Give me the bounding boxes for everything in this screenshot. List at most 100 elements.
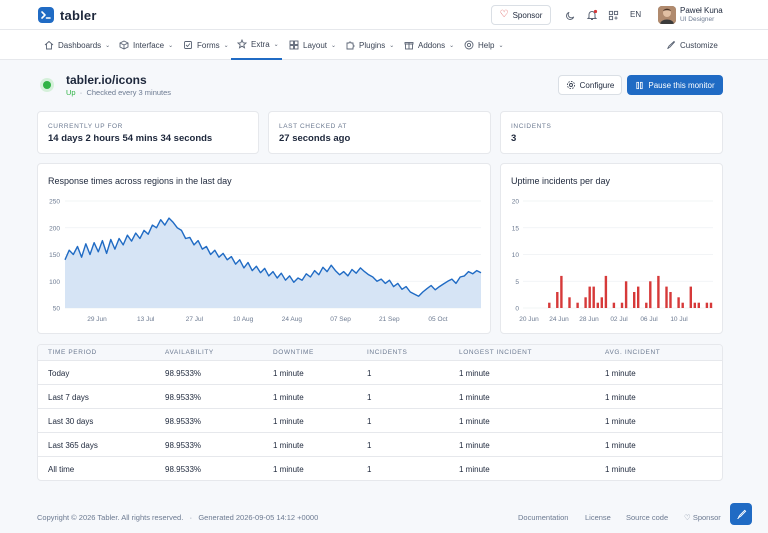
table-cell: Today [48, 369, 70, 378]
table-cell: 1 minute [605, 393, 636, 402]
brush-icon [666, 40, 676, 50]
status-indicator [43, 81, 51, 89]
avatar[interactable] [658, 6, 676, 24]
bar [560, 275, 563, 308]
x-tick-label: 07 Sep [330, 316, 351, 323]
checkbox-icon [184, 41, 192, 49]
x-tick-label: 24 Aug [282, 316, 303, 323]
column-header: Availability [165, 349, 214, 356]
bar [705, 302, 709, 308]
user-role: UI Designer [680, 16, 715, 23]
table-cell: Last 7 days [48, 393, 89, 402]
stat-value: 3 [511, 133, 517, 144]
lifebuoy-icon [464, 40, 474, 50]
customize-label: Customize [680, 40, 718, 50]
sponsor-button[interactable]: ♡ Sponsor [491, 5, 551, 25]
chevron-down-icon: ⌄ [223, 42, 229, 49]
stat-value: 27 seconds ago [279, 133, 351, 144]
table-cell: 98.9533% [165, 393, 202, 402]
sponsor-link-label: Sponsor [692, 513, 721, 522]
stat-card-last-checked: Last checked at 27 seconds ago [268, 111, 491, 154]
bar [596, 302, 599, 308]
nav-item-layout[interactable]: Layout ⌄ [289, 30, 336, 60]
status-text: Up [66, 88, 76, 97]
y-tick-label: 100 [49, 279, 60, 286]
gear-icon [566, 80, 575, 90]
table-cell: 98.9533% [165, 441, 202, 450]
bar [600, 297, 603, 308]
check-interval: Checked every 3 minutes [86, 88, 172, 97]
moon-icon[interactable] [564, 9, 576, 21]
chart-title: Uptime incidents per day [511, 176, 611, 186]
nav-item-addons[interactable]: Addons ⌄ [404, 30, 454, 60]
footer-link-license[interactable]: License [585, 513, 611, 522]
table-cell: 1 [367, 369, 372, 378]
chart-title: Response times across regions in the las… [48, 176, 232, 186]
user-name[interactable]: Paweł Kuna [680, 6, 723, 15]
page-title: tabler.io/icons [66, 73, 147, 87]
area-fill [65, 218, 481, 308]
column-header: Incidents [367, 349, 408, 356]
nav-item-label: Dashboards [58, 40, 102, 50]
bar [604, 275, 608, 308]
brand-logo[interactable]: tabler [38, 7, 97, 23]
response-time-chart: 250 200 150 100 50 29 Jun 13 Jul 27 Jul 10 Aug 24… [49, 199, 482, 323]
table-cell: Last 365 days [48, 441, 98, 450]
bar [592, 286, 595, 308]
table-cell: 1 minute [605, 465, 636, 474]
uptime-table: Time period Availability Downtime Incide… [37, 344, 723, 481]
bar [548, 302, 551, 308]
bar [637, 286, 640, 308]
table-cell: 1 minute [273, 393, 304, 402]
nav-item-extra[interactable]: Extra ⌄ [231, 30, 282, 60]
nav-item-help[interactable]: Help ⌄ [464, 30, 503, 60]
star-icon [237, 39, 247, 49]
generated-text: Generated 2026-09-05 14:12 +0000 [198, 513, 319, 522]
bar [681, 302, 684, 308]
x-tick-label: 28 Jun [579, 316, 599, 323]
nav-item-label: Forms [197, 40, 220, 50]
bar [649, 281, 652, 309]
puzzle-icon [346, 41, 355, 50]
bar [612, 302, 616, 308]
settings-fab-button[interactable] [730, 503, 752, 525]
language-selector[interactable]: EN [630, 10, 642, 19]
y-tick-label: 250 [49, 199, 60, 206]
x-tick-label: 02 Jul [610, 316, 628, 323]
chevron-down-icon: ⌄ [498, 42, 504, 49]
table-cell: 1 minute [605, 369, 636, 378]
footer-link-documentation[interactable]: Documentation [518, 513, 569, 522]
nav-item-plugins[interactable]: Plugins ⌄ [345, 30, 394, 60]
nav-item-interface[interactable]: Interface ⌄ [119, 30, 173, 60]
nav-item-label: Extra [251, 39, 270, 49]
layout-icon [289, 40, 299, 50]
table-cell: 1 [367, 417, 372, 426]
table-row: Last 365 days 98.9533% 1 minute 1 1 minu… [38, 433, 722, 457]
table-cell: 1 minute [459, 465, 490, 474]
incidents-chart-card: Uptime incidents per day 20 15 10 5 0 20 Jun 2… [500, 163, 723, 334]
sponsor-label: Sponsor [512, 10, 543, 20]
bar [556, 292, 559, 308]
table-cell: 1 [367, 441, 372, 450]
pause-monitor-button[interactable]: Pause this monitor [627, 75, 723, 95]
x-tick-label: 20 Jun [519, 316, 539, 323]
configure-button[interactable]: Configure [558, 75, 622, 95]
bar [568, 297, 571, 308]
copyright-text: Copyright © 2026 Tabler. All rights rese… [37, 513, 184, 522]
series-line [64, 217, 482, 297]
pause-icon [636, 81, 643, 89]
nav-item-dashboards[interactable]: Dashboards ⌄ [44, 30, 110, 60]
footer-link-sponsor[interactable]: ♡ Sponsor [684, 513, 721, 522]
chevron-down-icon: ⌄ [273, 41, 279, 48]
apps-icon[interactable] [607, 9, 619, 21]
table-cell: All time [48, 465, 75, 474]
column-header: Longest incident [459, 349, 533, 356]
bell-icon[interactable] [586, 9, 598, 21]
y-tick-label: 50 [53, 306, 61, 313]
chevron-down-icon: ⌄ [449, 42, 455, 49]
footer-link-source-code[interactable]: Source code [626, 513, 669, 522]
nav-item-forms[interactable]: Forms ⌄ [183, 30, 229, 60]
table-header: Time period Availability Downtime Incide… [38, 345, 722, 361]
separator: · [189, 513, 193, 522]
customize-button[interactable]: Customize [666, 30, 718, 60]
